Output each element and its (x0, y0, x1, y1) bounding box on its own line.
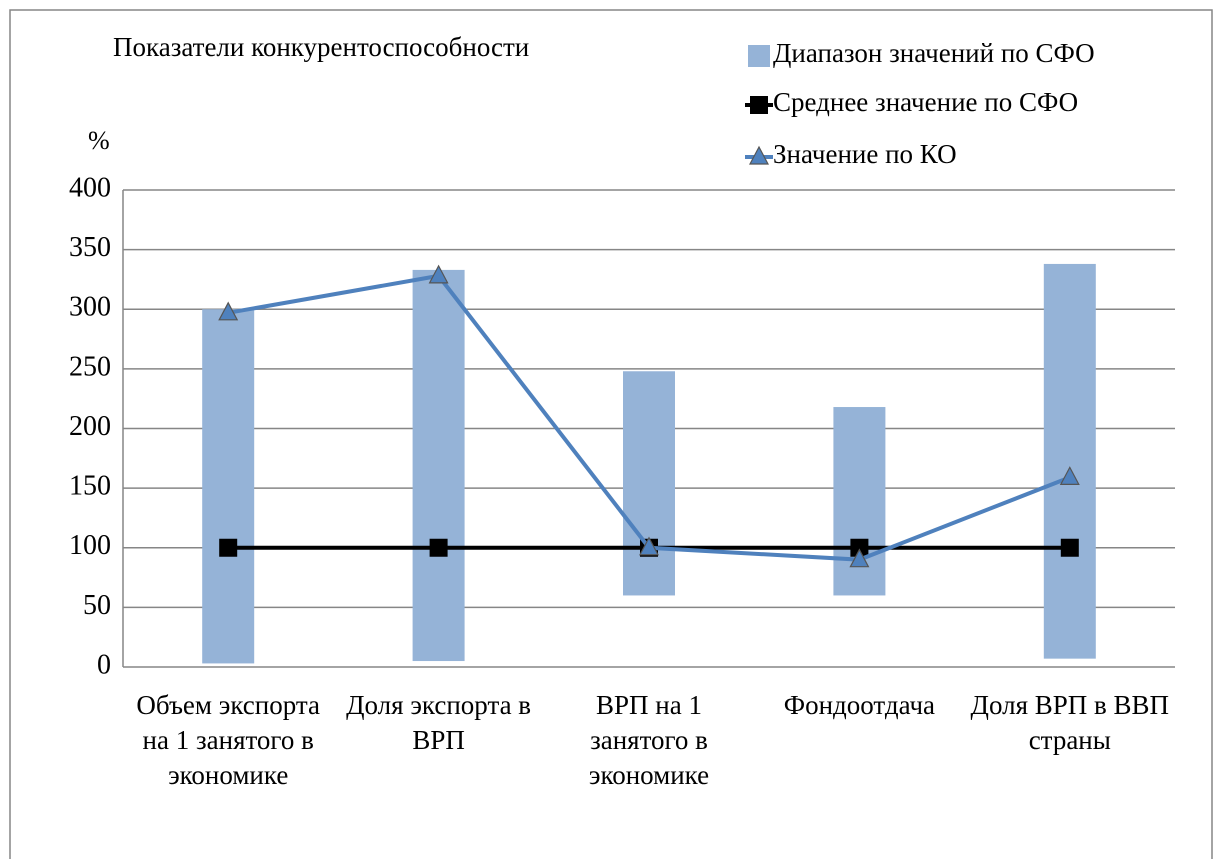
point-marker (218, 301, 239, 321)
point-marker (429, 538, 448, 557)
chart-title: Показатели конкурентоспособности (113, 32, 529, 62)
y-axis-label: % (88, 126, 110, 155)
y-tick-label: 250 (69, 351, 111, 382)
y-tick-label: 200 (69, 411, 111, 442)
legend-marker (749, 145, 769, 165)
x-tick-label: Доля экспорта в ВРП (346, 690, 532, 755)
x-tick-label: ВРП на 1 занятого в экономике (588, 690, 710, 790)
point-marker (639, 536, 659, 556)
y-tick-label: 100 (69, 530, 111, 561)
legend-label: Значение по КО (773, 139, 957, 169)
chart-frame (9, 9, 1213, 859)
y-tick-label: 400 (69, 172, 111, 203)
x-tick-label: Объем экспорта на 1 занятого в экономике (136, 690, 320, 790)
point-marker (850, 538, 869, 557)
range-bar (623, 371, 675, 596)
legend-swatch (748, 45, 770, 67)
point-marker (219, 538, 238, 557)
x-tick-label: Доля ВРП в ВВП страны (970, 690, 1170, 755)
range-bar (412, 269, 465, 662)
range-bar (202, 309, 255, 664)
legend-marker (750, 96, 768, 114)
legend-label: Среднее значение по СФО (773, 87, 1078, 117)
legend-label: Диапазон значений по СФО (773, 38, 1095, 68)
y-tick-label: 50 (83, 590, 111, 621)
point-marker (1059, 466, 1080, 485)
y-tick-label: 300 (69, 292, 111, 323)
point-marker (849, 548, 870, 568)
point-marker (428, 264, 449, 284)
range-bar (1043, 263, 1096, 659)
point-marker (1060, 538, 1079, 557)
y-tick-label: 0 (97, 649, 111, 680)
y-tick-label: 150 (69, 471, 111, 502)
x-tick-label: Фондоотдача (783, 690, 936, 720)
y-tick-label: 350 (69, 232, 111, 263)
